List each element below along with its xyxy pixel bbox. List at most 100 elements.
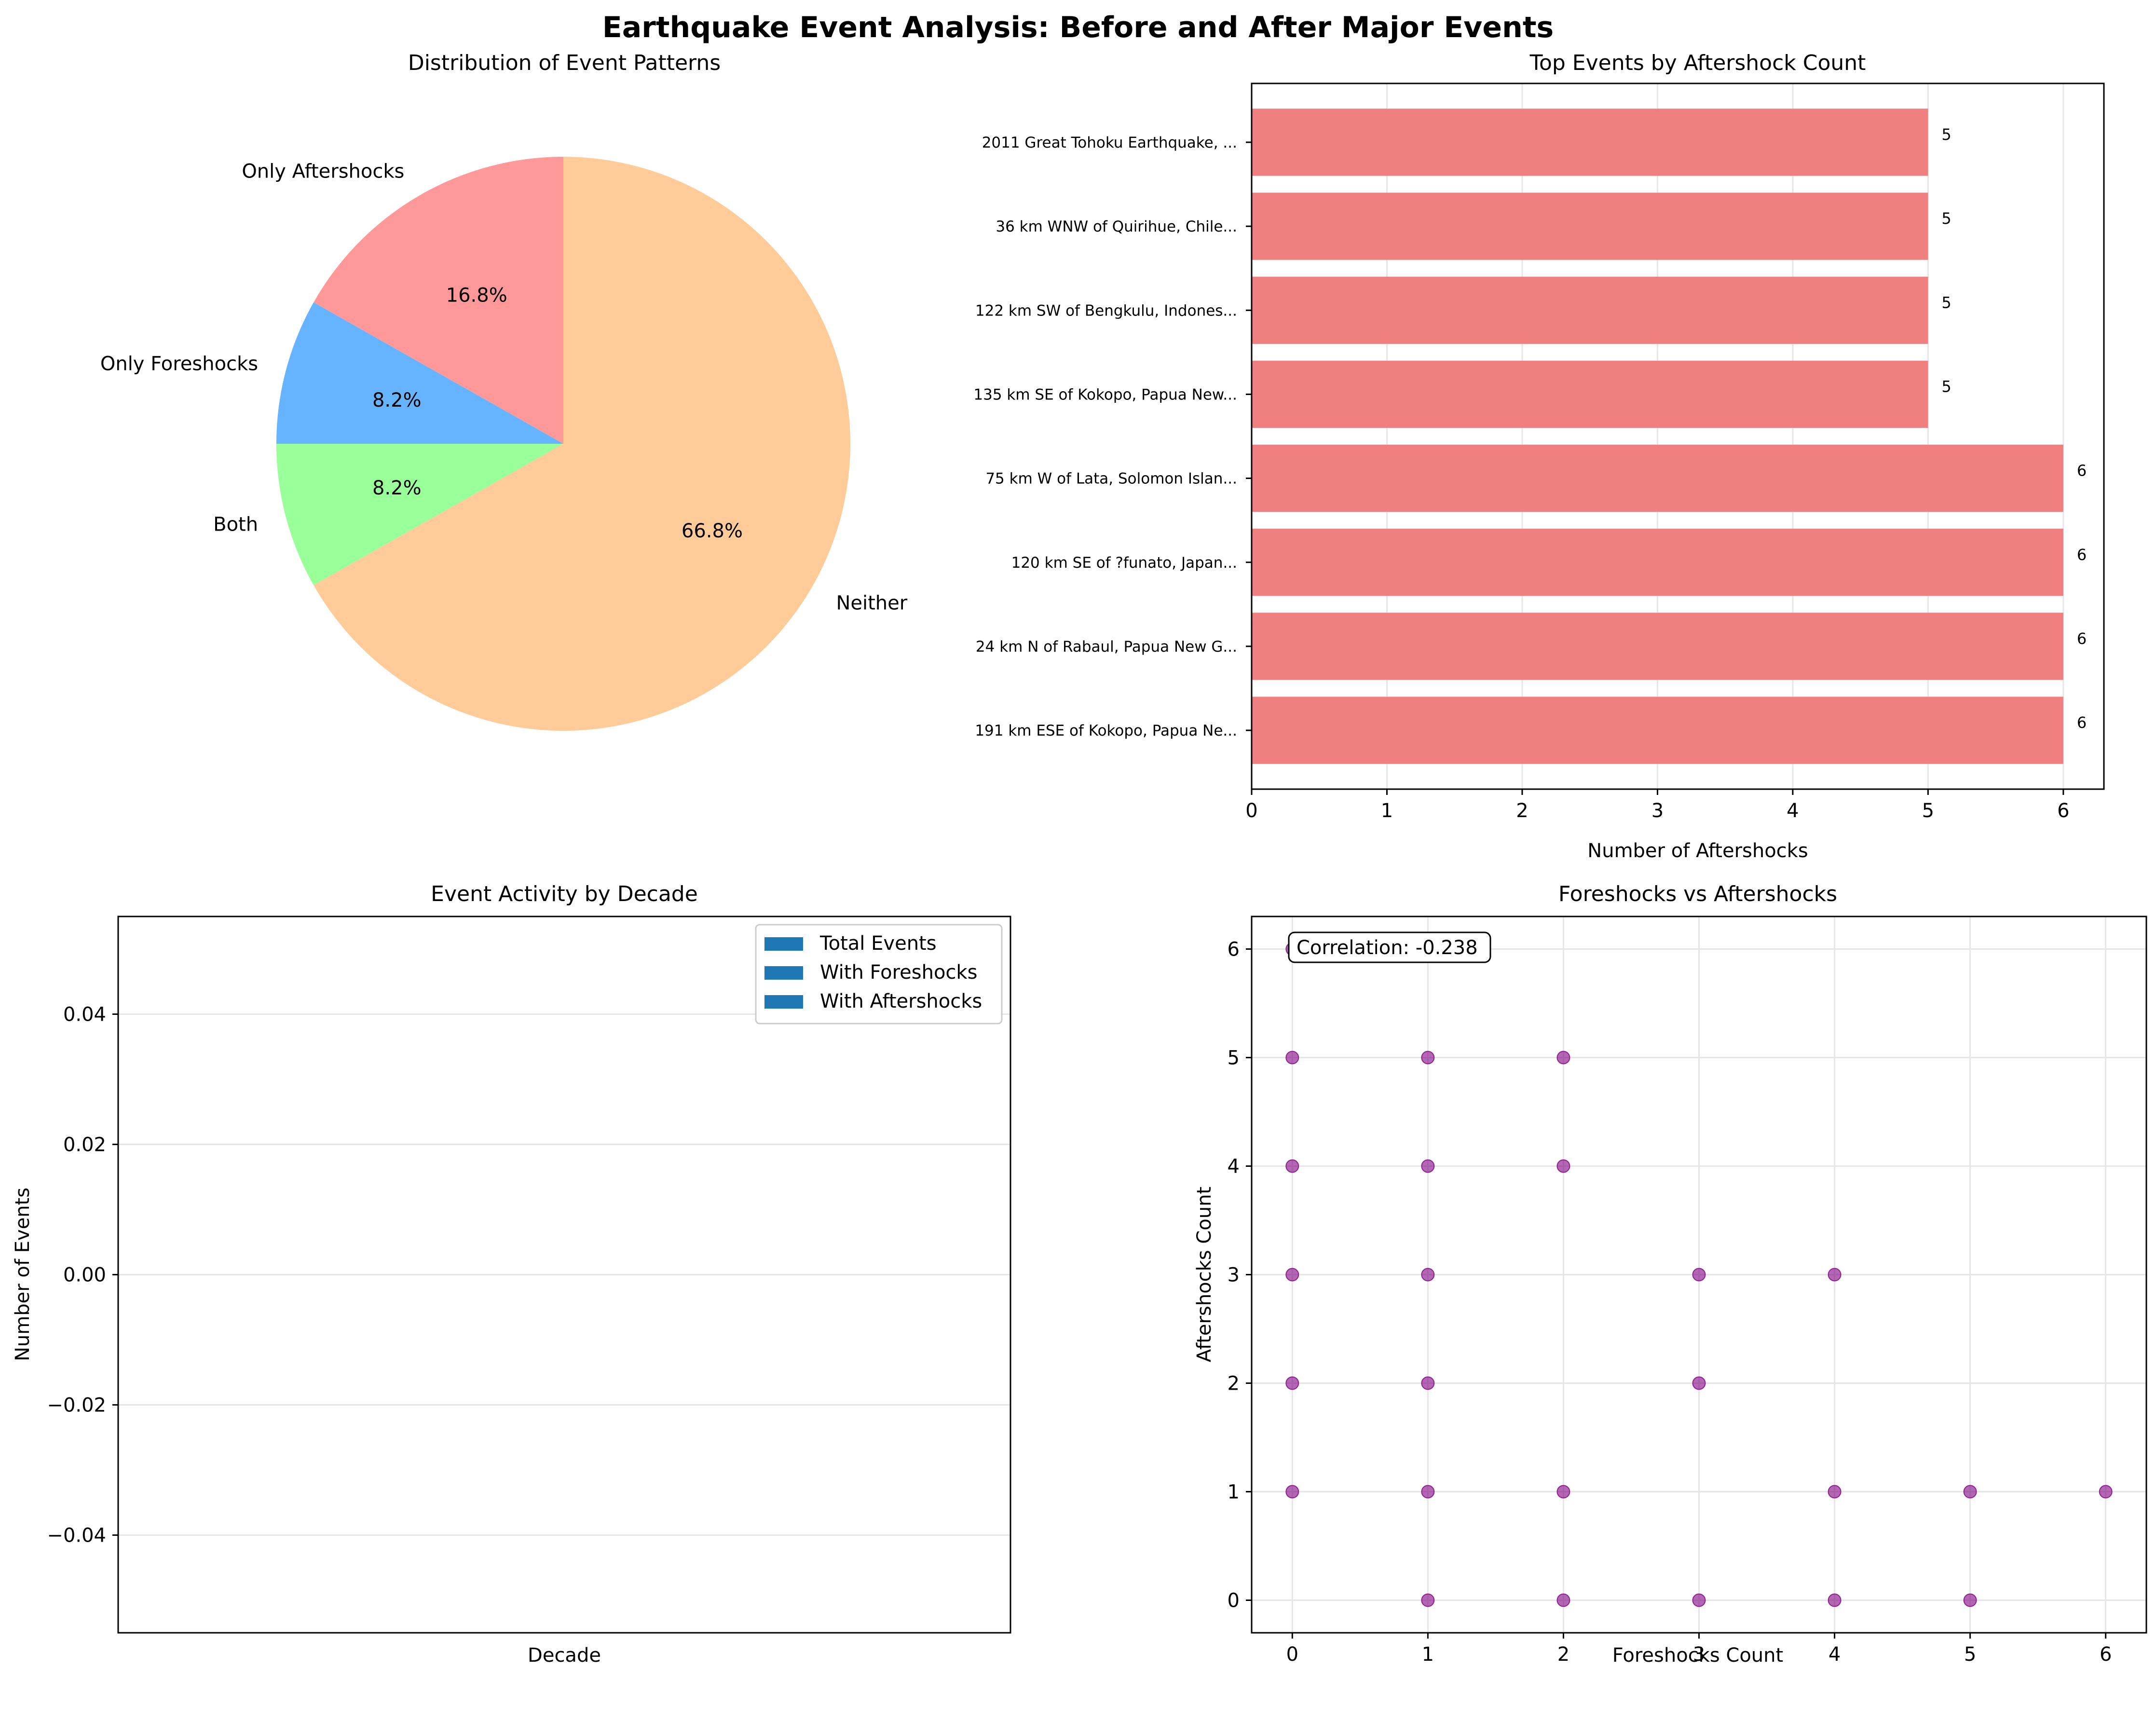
scatter-point (1285, 1051, 1299, 1065)
decade-ylabel: Number of Events (12, 1188, 34, 1361)
pie-title: Distribution of Event Patterns (408, 51, 721, 75)
pie-label-only-foreshocks: Only Foreshocks (100, 353, 258, 375)
hbar-category-label: 120 km SE of ?funato, Japan... (1011, 554, 1237, 572)
pie-label-neither: Neither (836, 592, 907, 615)
legend-label-with-aftershocks: With Aftershocks (820, 990, 982, 1012)
hbar-xtick-label: 2 (1516, 800, 1528, 822)
hbar-bar (1252, 192, 1928, 260)
pie-label-only-aftershocks: Only Aftershocks (242, 161, 404, 183)
scatter-point (1828, 1593, 1842, 1607)
decade-title: Event Activity by Decade (431, 882, 698, 906)
scatter-xtick-label: 6 (2100, 1643, 2112, 1666)
hbar-value-label: 5 (1941, 377, 1951, 396)
hbar-xtick-label: 1 (1381, 800, 1393, 822)
scatter-point (1692, 1593, 1706, 1607)
hbar-bar (1252, 697, 2063, 764)
correlation-annotation: Correlation: -0.238 (1288, 931, 1491, 963)
hbar-category-label: 135 km SE of Kokopo, Papua New... (973, 386, 1237, 403)
scatter-point (1285, 1268, 1299, 1282)
scatter-point (2099, 1485, 2113, 1499)
hbar-xtick-label: 3 (1651, 800, 1664, 822)
decade-legend-items: Total Events With Foreshocks With Aftersho… (764, 932, 982, 1012)
hbar-value-label: 6 (2077, 629, 2087, 648)
scatter-point (1285, 1376, 1299, 1390)
scatter-point (1556, 1051, 1570, 1065)
decade-ytick-label: −0.02 (47, 1395, 106, 1417)
scatter-panel: Foreshocks vs Aftershocks 0 1 2 3 4 5 6 0 1 2 3 4 5 6… (1193, 882, 2147, 1667)
correlation-text: Correlation: -0.238 (1296, 937, 1478, 959)
hbar-category-label: 2011 Great Tohoku Earthquake, ... (982, 134, 1237, 151)
scatter-point (1285, 1159, 1299, 1173)
hbar-axes-frame (1251, 82, 2105, 790)
legend-swatch-total-events (764, 937, 803, 951)
decade-legend: Total Events With Foreshocks With Aftersho… (755, 924, 1003, 1025)
hbar-category-label: 122 km SW of Bengkulu, Indones... (975, 302, 1237, 319)
hbar-category-label: 191 km ESE of Kokopo, Papua Ne... (975, 722, 1237, 739)
scatter-xlabel: Foreshocks Count (1612, 1644, 1783, 1667)
hbar-category-label: 75 km W of Lata, Solomon Islan... (985, 470, 1237, 488)
scatter-point (1556, 1485, 1570, 1499)
pie-pct-only-aftershocks: 16.8% (446, 285, 507, 307)
hbar-bar (1252, 529, 2063, 596)
hbar-value-label: 5 (1941, 209, 1951, 228)
hbar-bar (1252, 613, 2063, 680)
scatter-point (1828, 1485, 1842, 1499)
hbar-value-label: 6 (2077, 462, 2087, 480)
hbar-bars: 5 5 5 5 6 6 6 6 (1252, 109, 2087, 764)
scatter-point (1421, 1593, 1435, 1607)
hbar-value-label: 6 (2077, 546, 2087, 564)
pie-pct-neither: 66.8% (682, 520, 743, 542)
legend-label-with-foreshocks: With Foreshocks (820, 961, 977, 984)
hbar-bar (1252, 109, 1928, 176)
hbar-ticks: 0 1 2 3 4 5 6 2011 Great Tohoku Earthquake, ...… (973, 134, 2069, 822)
figure-suptitle: Earthquake Event Analysis: Before and Af… (602, 11, 1554, 44)
pie-slices: Only Aftershocks 16.8% Only Foreshocks 8.2%… (100, 157, 908, 731)
scatter-ytick-label: 0 (1228, 1590, 1240, 1612)
scatter-point (1421, 1485, 1435, 1499)
scatter-point (1421, 1376, 1435, 1390)
scatter-xtick-label: 4 (1829, 1643, 1841, 1666)
hbar-title: Top Events by Aftershock Count (1529, 51, 1866, 75)
hbar-bar (1252, 276, 1928, 344)
scatter-ytick-label: 1 (1228, 1481, 1240, 1504)
scatter-point (1421, 1051, 1435, 1065)
hbar-xlabel: Number of Aftershocks (1587, 840, 1808, 862)
pie-panel: Distribution of Event Patterns Only Afte… (100, 51, 908, 731)
hbar-bar (1252, 444, 2063, 512)
pie-slice-neither (314, 157, 850, 731)
scatter-point (1963, 1593, 1977, 1607)
hbar-category-label: 36 km WNW of Quirihue, Chile... (996, 218, 1237, 235)
pie-slice-only-aftershocks (314, 157, 563, 444)
scatter-ytick-label: 6 (1228, 939, 1240, 961)
scatter-ylabel: Aftershocks Count (1193, 1187, 1215, 1362)
scatter-point (1963, 1485, 1977, 1499)
scatter-xtick-label: 3 (1693, 1643, 1705, 1666)
decade-xlabel: Decade (528, 1644, 601, 1667)
hbar-value-label: 5 (1941, 293, 1951, 312)
legend-label-total-events: Total Events (819, 932, 937, 955)
scatter-point (1556, 1159, 1570, 1173)
hbar-category-label: 24 km N of Rabaul, Papua New G... (976, 638, 1237, 656)
hbar-bar (1252, 360, 1928, 428)
hbar-xtick-label: 0 (1245, 800, 1257, 822)
pie-pct-both: 8.2% (372, 477, 422, 499)
hbar-xtick-label: 6 (2057, 800, 2069, 822)
scatter-point (1556, 1593, 1570, 1607)
scatter-xtick-label: 0 (1286, 1643, 1298, 1666)
hbar-xtick-label: 4 (1787, 800, 1799, 822)
decade-ticks: 0.04 0.02 0.00 −0.02 −0.04 (47, 1004, 118, 1547)
decade-ytick-label: 0.00 (63, 1264, 106, 1286)
scatter-point (1421, 1159, 1435, 1173)
legend-swatch-with-foreshocks (764, 966, 803, 980)
hbar-value-label: 5 (1941, 125, 1951, 144)
scatter-ytick-label: 2 (1228, 1373, 1240, 1395)
correlation-box (1288, 931, 1491, 963)
pie-label-both: Both (213, 514, 258, 536)
pie-slice-only-foreshocks (276, 302, 563, 444)
scatter-point (1692, 1268, 1706, 1282)
hbar-xtick-label: 5 (1922, 800, 1934, 822)
scatter-ticks: 0 1 2 3 4 5 6 0 1 2 3 4 5 6 (1228, 939, 2112, 1666)
decade-ytick-label: 0.04 (63, 1004, 106, 1026)
pie-pct-only-foreshocks: 8.2% (372, 389, 422, 411)
